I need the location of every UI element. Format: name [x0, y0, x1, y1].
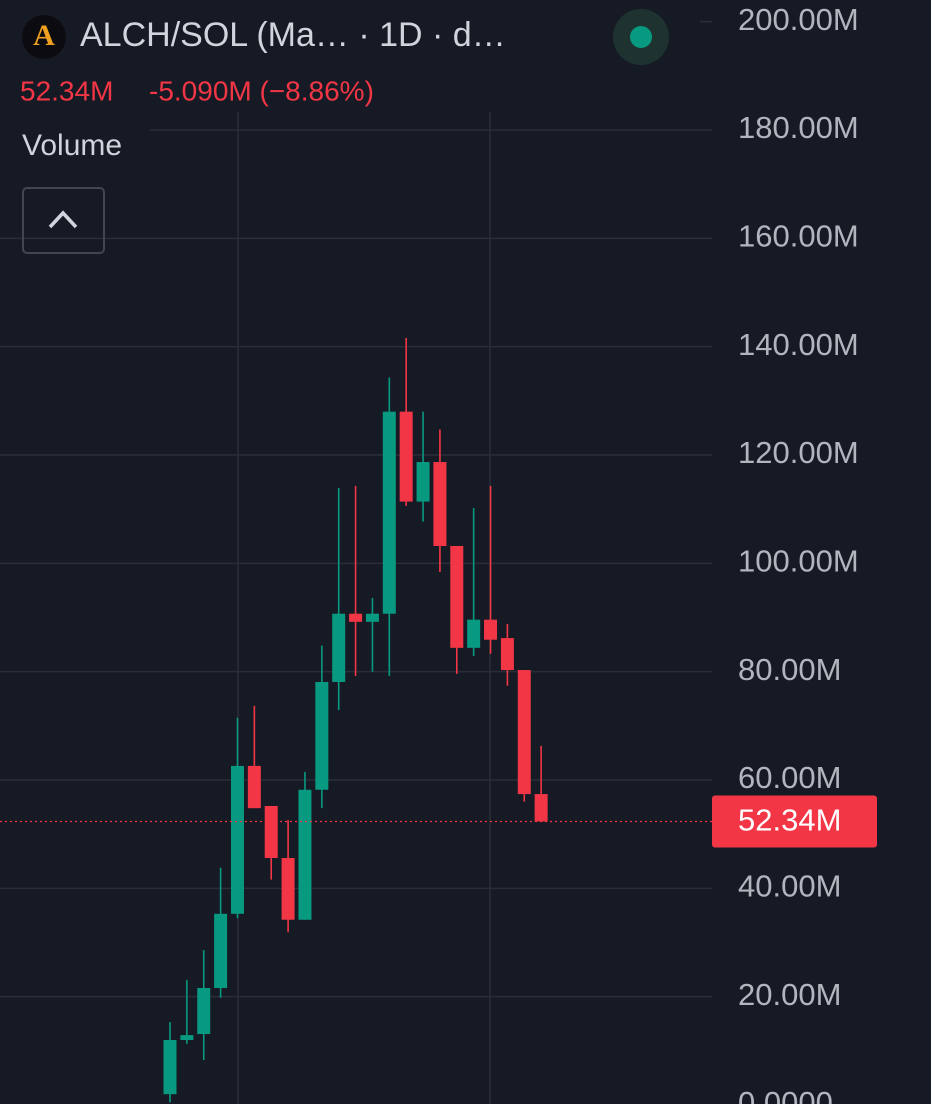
candle-body: [197, 988, 211, 1035]
price-axis: 0.0000 20.00M 40.00M 60.00M 80.00M 100.00M 120…: [712, 2, 877, 1104]
candle-body: [281, 858, 295, 920]
candle-body: [163, 1040, 177, 1095]
last-price-badge: [712, 795, 877, 848]
token-icon: [22, 15, 66, 59]
candle-body: [399, 411, 413, 502]
candle-body: [500, 638, 514, 671]
candle-body: [247, 765, 261, 809]
candle-body: [365, 613, 379, 622]
candle-body: [230, 765, 244, 914]
candle-body: [349, 613, 363, 622]
y-tick-label: 180.00M: [738, 110, 859, 145]
last-price-label: 52.34M: [738, 803, 841, 838]
collapse-button[interactable]: [22, 187, 105, 254]
last-price: 52.34M: [20, 75, 113, 106]
candle-body: [534, 794, 548, 822]
candle-body: [382, 411, 396, 614]
y-tick-label: 100.00M: [738, 544, 859, 579]
y-tick-label: 20.00M: [738, 977, 841, 1012]
y-tick-label: 60.00M: [738, 760, 841, 795]
candle-body: [298, 789, 312, 920]
y-tick-label: 0.0000: [738, 1085, 833, 1104]
price-change: -5.090M (−8.86%): [149, 75, 374, 106]
candle-body: [450, 546, 464, 648]
token-icon-letter: A: [33, 19, 55, 52]
grid: [0, 20, 712, 998]
candle-body: [467, 619, 481, 648]
candles: [0, 338, 712, 1103]
candle-body: [416, 462, 430, 502]
candle-body: [332, 613, 346, 682]
candle-body: [264, 806, 278, 858]
y-tick-label: 160.00M: [738, 219, 859, 254]
chevron-up: [48, 210, 78, 229]
y-tick-label: 120.00M: [738, 435, 859, 470]
symbol-title: ALCH/SOL (Ma… · 1D · d…: [80, 16, 506, 54]
y-tick-label: 80.00M: [738, 652, 841, 687]
candle-body: [433, 462, 447, 546]
y-tick-label: 140.00M: [738, 327, 859, 362]
candle-body: [315, 681, 329, 790]
candle-body: [484, 619, 498, 640]
y-tick-label: 200.00M: [738, 2, 859, 37]
status-dot: [630, 26, 652, 48]
candle-body: [517, 670, 531, 795]
header-bg: [0, 0, 700, 112]
candle-body: [180, 1035, 194, 1040]
candle-body: [214, 913, 228, 988]
y-tick-label: 40.00M: [738, 869, 841, 904]
indicator-label: Volume: [22, 129, 122, 162]
